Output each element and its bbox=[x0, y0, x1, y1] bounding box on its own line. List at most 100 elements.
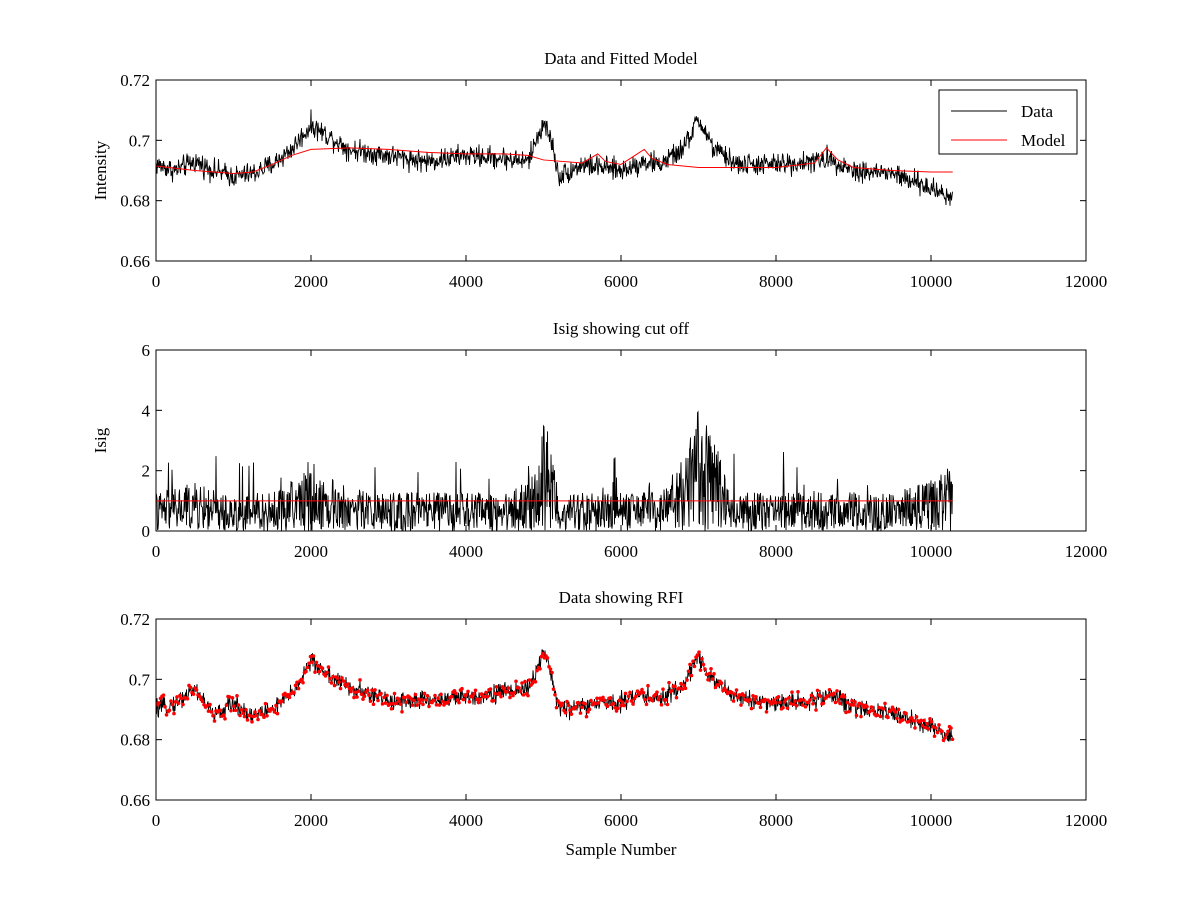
data-point bbox=[850, 699, 854, 703]
data-point bbox=[616, 706, 620, 711]
data-point bbox=[314, 660, 319, 665]
data-point bbox=[770, 700, 775, 705]
data-point bbox=[688, 662, 692, 667]
data-point bbox=[472, 691, 476, 696]
data-point bbox=[833, 700, 838, 705]
x-tick-label: 4000 bbox=[449, 542, 483, 561]
y-tick-label: 0.7 bbox=[129, 670, 151, 689]
data-point bbox=[218, 708, 223, 713]
data-point bbox=[253, 710, 257, 714]
data-point bbox=[473, 688, 478, 693]
data-point bbox=[355, 695, 359, 699]
data-point bbox=[565, 699, 569, 704]
data-point bbox=[661, 687, 665, 691]
data-point bbox=[812, 696, 817, 700]
data-point bbox=[245, 718, 250, 722]
series-line-data bbox=[156, 109, 953, 206]
legend: Data Model bbox=[938, 89, 1078, 155]
data-point bbox=[946, 729, 950, 734]
data-point bbox=[488, 687, 493, 691]
data-point bbox=[700, 656, 704, 661]
data-point bbox=[550, 670, 554, 675]
data-point bbox=[287, 695, 292, 700]
data-point bbox=[242, 714, 247, 719]
data-point bbox=[674, 695, 679, 700]
data-point bbox=[643, 697, 647, 702]
x-tick-label: 6000 bbox=[604, 811, 638, 830]
data-point bbox=[296, 686, 301, 691]
data-point bbox=[626, 694, 631, 698]
data-point bbox=[280, 699, 284, 703]
data-point bbox=[341, 679, 346, 683]
data-point bbox=[683, 686, 688, 691]
data-point bbox=[827, 687, 832, 692]
data-point bbox=[644, 702, 649, 707]
data-point bbox=[380, 702, 385, 706]
legend-label-model: Model bbox=[1021, 131, 1066, 150]
data-point bbox=[461, 697, 466, 702]
data-point bbox=[551, 687, 556, 691]
series-markers bbox=[156, 650, 955, 743]
data-point bbox=[811, 702, 815, 706]
data-point bbox=[541, 651, 545, 656]
data-point bbox=[914, 714, 919, 719]
x-tick-label: 6000 bbox=[604, 272, 638, 291]
data-point bbox=[418, 700, 422, 705]
y-axis-label: Intensity bbox=[91, 140, 110, 200]
data-point bbox=[716, 683, 721, 687]
data-point bbox=[460, 686, 464, 691]
data-point bbox=[736, 695, 740, 700]
data-point bbox=[466, 689, 470, 694]
data-point bbox=[785, 706, 790, 710]
data-point bbox=[656, 697, 661, 702]
data-point bbox=[332, 683, 337, 688]
data-point bbox=[929, 719, 934, 724]
data-point bbox=[821, 701, 826, 706]
data-point bbox=[737, 693, 742, 697]
data-point bbox=[349, 689, 353, 694]
data-point bbox=[848, 702, 853, 707]
data-point bbox=[212, 719, 217, 723]
data-point bbox=[698, 668, 703, 672]
data-point bbox=[703, 667, 707, 671]
data-point bbox=[545, 656, 550, 660]
data-point bbox=[835, 689, 839, 693]
data-point bbox=[772, 698, 776, 702]
data-point bbox=[754, 695, 758, 699]
data-point bbox=[904, 711, 908, 716]
data-point bbox=[223, 716, 227, 721]
y-tick-label: 0.66 bbox=[120, 252, 150, 271]
data-point bbox=[512, 690, 517, 695]
data-point bbox=[523, 679, 527, 684]
data-point bbox=[608, 696, 613, 700]
data-point bbox=[371, 702, 376, 707]
data-point bbox=[764, 710, 769, 714]
data-point bbox=[883, 701, 887, 706]
data-point bbox=[574, 704, 578, 709]
y-tick-label: 0.66 bbox=[120, 791, 150, 810]
x-tick-label: 4000 bbox=[449, 272, 483, 291]
data-point bbox=[164, 713, 169, 717]
data-point bbox=[763, 697, 767, 702]
data-point bbox=[838, 701, 842, 706]
data-point bbox=[731, 699, 736, 703]
data-point bbox=[757, 701, 761, 706]
data-point bbox=[470, 695, 475, 699]
data-point bbox=[646, 683, 650, 688]
data-point bbox=[802, 698, 806, 703]
data-point bbox=[704, 672, 709, 677]
data-point bbox=[310, 660, 314, 664]
legend-label-data: Data bbox=[1021, 102, 1054, 121]
data-point bbox=[589, 698, 593, 703]
data-point bbox=[427, 704, 431, 709]
data-point bbox=[854, 713, 859, 718]
data-point bbox=[356, 689, 361, 694]
data-point bbox=[197, 694, 202, 699]
data-point bbox=[553, 693, 557, 697]
data-point bbox=[163, 705, 167, 709]
data-point bbox=[751, 693, 755, 698]
ticks-layer: 0 2000 4000 6000 8000 10000 12000 0.66 0.68 0.7 0.… bbox=[120, 610, 1107, 830]
data-point bbox=[485, 694, 490, 699]
data-point bbox=[179, 696, 184, 701]
data-point bbox=[944, 732, 949, 737]
